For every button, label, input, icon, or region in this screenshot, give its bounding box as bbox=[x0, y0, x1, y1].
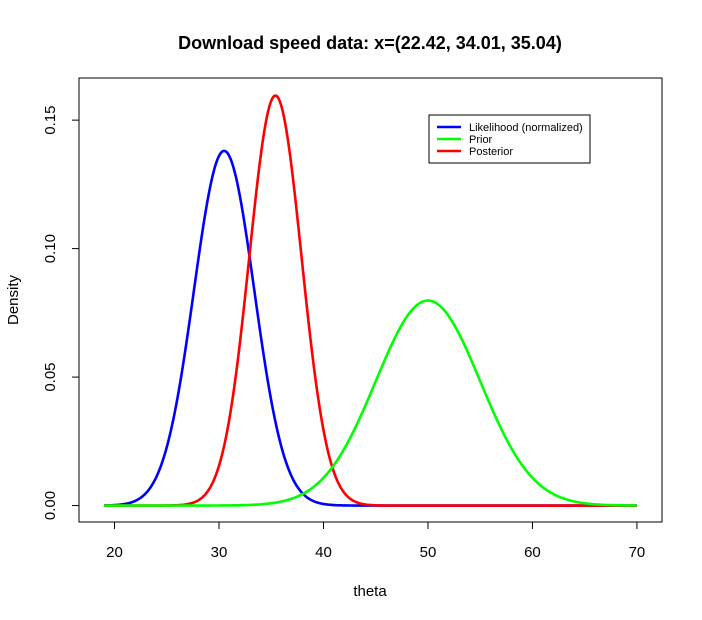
legend-label: Posterior bbox=[469, 146, 513, 158]
y-tick-label: 0.05 bbox=[42, 362, 59, 391]
x-tick-label: 60 bbox=[524, 544, 541, 561]
x-axis: 20 30 40 50 60 70 bbox=[106, 521, 646, 561]
x-tick-label: 50 bbox=[420, 544, 437, 561]
y-axis-label: Density bbox=[5, 274, 22, 325]
legend-label: Likelihood (normalized) bbox=[469, 122, 583, 134]
legend-label: Prior bbox=[469, 134, 493, 146]
y-tick-label: 0.00 bbox=[42, 491, 59, 520]
x-tick-label: 20 bbox=[106, 544, 123, 561]
series-layer bbox=[104, 94, 637, 507]
series-line-likelihood bbox=[104, 149, 637, 507]
chart-title: Download speed data: x=(22.42, 34.01, 35… bbox=[178, 33, 562, 53]
x-axis-label: theta bbox=[353, 583, 387, 600]
y-tick-label: 0.10 bbox=[42, 234, 59, 263]
series-line-posterior bbox=[104, 94, 637, 507]
y-tick-label: 0.15 bbox=[42, 106, 59, 135]
series-line-prior bbox=[104, 299, 637, 507]
x-tick-label: 40 bbox=[315, 544, 332, 561]
y-axis: 0.00 0.05 0.10 0.15 bbox=[42, 106, 80, 520]
x-tick-label: 30 bbox=[211, 544, 228, 561]
x-tick-label: 70 bbox=[629, 544, 646, 561]
